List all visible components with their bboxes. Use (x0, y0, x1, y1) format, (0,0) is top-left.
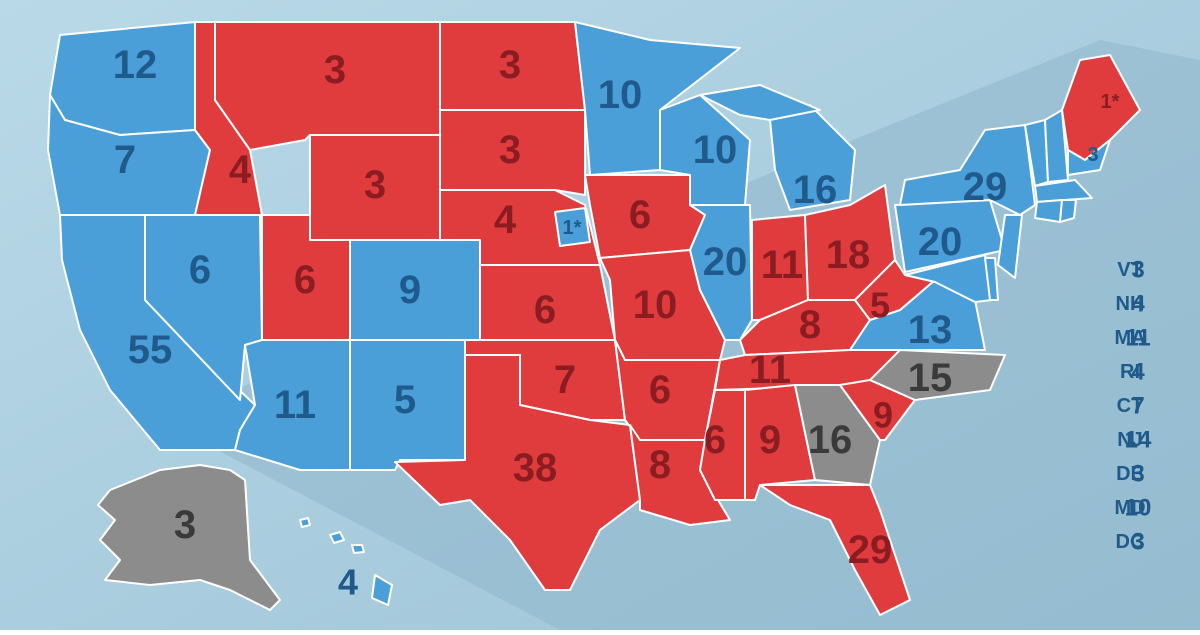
state-abbr: DE (1116, 463, 1144, 485)
electoral-votes: 6 (534, 288, 556, 332)
electoral-votes: 3 (364, 163, 386, 207)
state (899, 124, 1036, 216)
state-abbr: RI (1120, 361, 1140, 383)
state (689, 204, 753, 341)
electoral-votes: 11 (749, 348, 791, 392)
electoral-votes: 4 (494, 198, 517, 242)
electoral-votes: 15 (908, 356, 953, 400)
electoral-votes: 12 (113, 43, 158, 87)
electoral-votes: 11 (761, 243, 803, 287)
state-votes: 4 (1131, 359, 1145, 386)
state-abbr: VT (1117, 259, 1143, 281)
electoral-votes: 20 (703, 240, 748, 284)
state (759, 484, 911, 616)
electoral-votes: 5 (870, 285, 890, 326)
electoral-votes: 6 (704, 418, 726, 462)
electoral-votes: 3 (174, 503, 196, 547)
state-abbr: CT (1117, 395, 1144, 417)
state (1034, 199, 1063, 223)
state-votes: 14 (1125, 427, 1152, 454)
state (869, 349, 1006, 401)
state-abbr: DC (1116, 531, 1145, 553)
electoral-votes: 9 (759, 418, 781, 462)
electoral-votes: 9 (873, 395, 893, 436)
electoral-votes: 13 (908, 308, 953, 352)
states (47, 21, 1141, 616)
state (299, 517, 311, 528)
electoral-votes: 8 (799, 303, 821, 347)
electoral-votes: 3 (499, 43, 521, 87)
electoral-votes: 29 (963, 165, 1008, 209)
state (629, 424, 731, 526)
state (794, 384, 881, 486)
electoral-votes: 11 (274, 383, 316, 427)
state (904, 254, 993, 303)
electoral-votes: 5 (394, 378, 416, 422)
state (97, 464, 281, 611)
state-votes: 7 (1131, 393, 1144, 420)
state-abbr: NJ (1117, 429, 1143, 451)
state (1034, 179, 1093, 203)
state (984, 257, 999, 301)
state-votes: 10 (1125, 495, 1152, 522)
state (997, 214, 1023, 279)
electoral-votes: 1* (563, 217, 582, 239)
state (554, 207, 591, 247)
electoral-votes: 4 (229, 148, 252, 192)
electoral-votes: 16 (808, 418, 853, 462)
electoral-votes: 7 (114, 138, 136, 182)
electoral-votes: 3 (1087, 144, 1098, 166)
state-votes: 3 (1131, 257, 1144, 284)
state-votes: 3 (1131, 529, 1144, 556)
state (1044, 109, 1069, 183)
electoral-votes: 10 (633, 283, 678, 327)
state-votes: 3 (1131, 461, 1144, 488)
electoral-votes: 18 (826, 233, 871, 277)
state (699, 84, 821, 121)
electoral-votes: 4 (338, 562, 358, 603)
electoral-votes: 6 (294, 258, 316, 302)
state (439, 109, 586, 196)
electoral-votes: 55 (128, 328, 173, 372)
state-votes: 4 (1131, 291, 1145, 318)
electoral-votes: 1* (1101, 91, 1120, 113)
electoral-votes: 6 (189, 248, 211, 292)
electoral-votes: 8 (649, 443, 671, 487)
electoral-votes: 3 (324, 48, 346, 92)
electoral-votes: 29 (848, 528, 893, 572)
state (394, 354, 641, 591)
state (351, 544, 365, 554)
state-votes: 11 (1125, 325, 1150, 352)
electoral-votes: 6 (629, 193, 651, 237)
state (839, 379, 916, 441)
small-northeast-states (904, 109, 1093, 303)
electoral-votes: 20 (918, 220, 963, 264)
state-abbr: MA (1114, 327, 1145, 349)
electoral-votes: 38 (513, 446, 558, 490)
electoral-votes: 10 (598, 73, 643, 117)
electoral-votes: 3 (499, 128, 521, 172)
state-abbr: NH (1116, 293, 1145, 315)
state (1059, 199, 1077, 223)
electoral-votes: 7 (554, 358, 576, 402)
state (371, 574, 393, 606)
electoral-votes: 10 (693, 128, 738, 172)
state-abbr: MD (1114, 497, 1145, 519)
electoral-votes: 6 (649, 368, 671, 412)
state (329, 531, 345, 544)
electoral-votes: 16 (793, 168, 838, 212)
electoral-votes: 9 (399, 268, 421, 312)
